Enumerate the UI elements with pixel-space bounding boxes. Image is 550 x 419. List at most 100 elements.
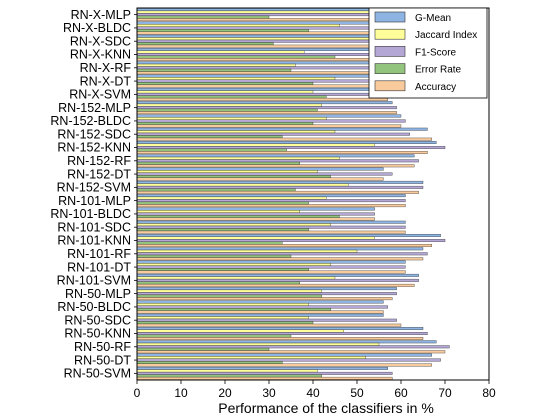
bar-rn-50-mlp-g-mean — [136, 287, 397, 291]
bar-rn-50-sdc-g-mean — [136, 313, 384, 317]
category-label: RN-101-BLDC — [50, 207, 131, 221]
bar-rn-152-dt-g-mean — [136, 167, 384, 171]
bar-rn-50-mlp-error-rate — [136, 294, 322, 298]
bar-rn-152-sdc-f1-score — [136, 132, 410, 136]
legend-entry: Error Rate — [415, 65, 462, 76]
bar-rn-50-bldc-accuracy — [136, 310, 384, 314]
bar-rn-152-dt-accuracy — [136, 177, 384, 181]
bar-rn-152-rf-g-mean — [136, 154, 415, 158]
bar-rn-50-bldc-error-rate — [136, 308, 331, 311]
category-label: RN-152-KNN — [57, 141, 131, 155]
legend-entry: G-Mean — [415, 13, 451, 24]
bar-rn-152-bldc-accuracy — [136, 124, 402, 128]
bar-rn-50-bldc-g-mean — [136, 300, 384, 304]
bar-rn-x-svm-g-mean — [136, 87, 388, 91]
category-label: RN-50-SVM — [64, 367, 131, 381]
x-axis-title: Performance of the classifiers in % — [218, 400, 434, 416]
category-label: RN-50-MLP — [65, 287, 131, 301]
bar-rn-101-dt-jaccard-index — [136, 263, 331, 267]
legend-entry: F1-Score — [415, 47, 457, 58]
legend-swatch — [374, 63, 406, 74]
legend: G-Mean Jaccard Index F1-Score Error Rate Acc… — [368, 7, 488, 99]
bar-rn-50-rf-g-mean — [136, 340, 437, 344]
bar-rn-50-sdc-accuracy — [136, 323, 402, 327]
bar-rn-50-sdc-error-rate — [136, 321, 314, 325]
bar-rn-50-sdc-f1-score — [136, 318, 397, 322]
bar-rn-x-dt-error-rate — [136, 82, 314, 85]
bar-rn-x-rf-error-rate — [136, 68, 292, 72]
bar-rn-101-knn-g-mean — [136, 234, 441, 237]
bar-rn-101-bldc-accuracy — [136, 217, 375, 221]
bar-rn-50-rf-f1-score — [136, 345, 450, 349]
bar-rn-50-bldc-f1-score — [136, 305, 388, 309]
category-label: RN-50-BLDC — [57, 300, 131, 314]
category-label: RN-X-MLP — [71, 8, 131, 22]
bar-rn-101-knn-jaccard-index — [136, 236, 375, 240]
bar-rn-152-sdc-jaccard-index — [136, 130, 336, 134]
bar-rn-152-mlp-jaccard-index — [136, 103, 322, 107]
x-tick-label: 10 — [174, 386, 188, 400]
category-label: RN-X-RF — [80, 61, 132, 75]
bar-rn-x-knn-jaccard-index — [136, 50, 305, 54]
bar-rn-101-dt-g-mean — [136, 260, 406, 264]
bar-rn-101-mlp-g-mean — [136, 194, 406, 198]
bar-rn-50-dt-jaccard-index — [136, 356, 366, 360]
bar-rn-50-rf-jaccard-index — [136, 342, 380, 346]
bar-rn-101-mlp-f1-score — [136, 199, 406, 203]
bar-rn-101-svm-f1-score — [136, 278, 419, 282]
bar-rn-152-knn-error-rate — [136, 148, 287, 152]
bar-rn-101-rf-jaccard-index — [136, 249, 358, 253]
bar-rn-50-svm-jaccard-index — [136, 369, 318, 373]
bar-rn-152-knn-f1-score — [136, 146, 446, 149]
bar-rn-x-svm-f1-score — [136, 92, 388, 96]
bar-rn-x-bldc-accuracy — [136, 31, 406, 35]
bar-rn-x-sdc-jaccard-index — [136, 37, 375, 41]
bar-rn-152-mlp-accuracy — [136, 111, 397, 115]
bar-rn-152-mlp-f1-score — [136, 106, 397, 110]
bar-rn-101-bldc-jaccard-index — [136, 210, 300, 213]
bar-rn-101-knn-f1-score — [136, 239, 446, 242]
bar-rn-50-dt-f1-score — [136, 358, 441, 362]
labels-layer: RN-X-MLPRN-X-BLDCRN-X-SDCRN-X-KNNRN-X-RF… — [50, 8, 496, 400]
bar-rn-152-bldc-f1-score — [136, 119, 406, 123]
bar-rn-152-bldc-jaccard-index — [136, 117, 327, 120]
bar-rn-101-dt-f1-score — [136, 265, 406, 269]
bar-rn-50-svm-g-mean — [136, 366, 388, 370]
bar-rn-152-rf-f1-score — [136, 159, 419, 163]
bar-rn-x-bldc-error-rate — [136, 29, 309, 32]
bar-rn-152-rf-error-rate — [136, 161, 300, 165]
x-tick-label: 0 — [134, 386, 141, 400]
bar-rn-50-rf-accuracy — [136, 350, 446, 354]
category-label: RN-152-RF — [67, 154, 131, 168]
bar-rn-152-rf-accuracy — [136, 164, 415, 168]
bar-rn-152-svm-accuracy — [136, 190, 419, 194]
bar-rn-152-mlp-error-rate — [136, 108, 318, 112]
bar-rn-152-knn-jaccard-index — [136, 143, 375, 147]
category-label: RN-50-RF — [74, 340, 131, 354]
bar-rn-101-bldc-error-rate — [136, 215, 340, 218]
bar-rn-x-dt-g-mean — [136, 74, 402, 78]
bar-rn-152-knn-g-mean — [136, 141, 437, 144]
bar-rn-x-rf-jaccard-index — [136, 63, 296, 67]
bar-rn-152-bldc-error-rate — [136, 122, 314, 125]
bar-rn-101-mlp-jaccard-index — [136, 196, 327, 200]
bar-rn-101-rf-accuracy — [136, 257, 424, 261]
category-label: RN-X-DT — [80, 74, 132, 88]
legend-swatch — [374, 28, 406, 40]
bar-rn-50-dt-error-rate — [136, 361, 283, 364]
bar-rn-101-rf-f1-score — [136, 252, 428, 256]
bars-layer — [136, 8, 459, 380]
bar-rn-50-svm-f1-score — [136, 371, 393, 375]
bar-rn-101-sdc-g-mean — [136, 220, 406, 224]
bar-rn-101-rf-error-rate — [136, 254, 292, 258]
category-label: RN-X-BLDC — [63, 21, 131, 35]
bar-rn-50-mlp-f1-score — [136, 292, 397, 296]
legend-swatch — [374, 46, 406, 57]
category-label: RN-152-SDC — [57, 127, 131, 141]
bar-rn-152-svm-g-mean — [136, 180, 424, 184]
bar-rn-50-knn-jaccard-index — [136, 329, 344, 333]
bar-rn-152-mlp-g-mean — [136, 101, 393, 105]
bar-rn-50-knn-error-rate — [136, 334, 292, 338]
bar-rn-101-bldc-g-mean — [136, 207, 375, 211]
